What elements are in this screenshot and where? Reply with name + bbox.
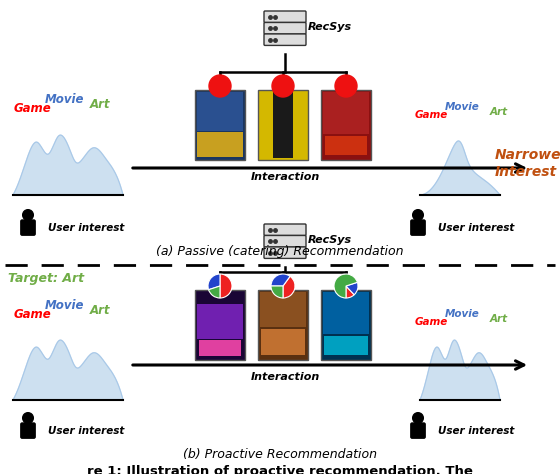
Text: Interest: Interest [495, 165, 557, 179]
Circle shape [335, 75, 357, 97]
Bar [321, 290, 371, 360]
Bar [321, 90, 371, 160]
Text: Art: Art [90, 98, 110, 111]
Text: User interest: User interest [48, 223, 124, 233]
Text: Game: Game [415, 317, 448, 327]
Wedge shape [208, 286, 220, 298]
Text: Art: Art [490, 107, 508, 117]
Text: RecSys: RecSys [308, 235, 352, 245]
FancyBboxPatch shape [264, 11, 306, 22]
FancyBboxPatch shape [410, 219, 426, 236]
Bar [197, 92, 243, 130]
Text: Interaction: Interaction [250, 172, 320, 182]
Text: Art: Art [90, 304, 110, 317]
Wedge shape [283, 276, 295, 298]
Polygon shape [13, 135, 123, 195]
FancyBboxPatch shape [264, 34, 306, 46]
FancyBboxPatch shape [20, 219, 36, 236]
Circle shape [22, 210, 34, 220]
FancyBboxPatch shape [264, 247, 306, 258]
Text: Movie: Movie [445, 309, 480, 319]
Bar [325, 136, 367, 155]
Bar [197, 304, 243, 339]
Wedge shape [334, 274, 357, 298]
Text: Interaction: Interaction [250, 372, 320, 382]
Text: Movie: Movie [45, 299, 85, 312]
Bar [258, 90, 308, 160]
Text: User interest: User interest [438, 426, 515, 436]
Bar [273, 92, 293, 158]
Bar [323, 92, 369, 134]
Bar [260, 292, 306, 327]
Circle shape [413, 210, 423, 220]
Circle shape [272, 75, 294, 97]
Text: (a) Passive (catering) Recommendation: (a) Passive (catering) Recommendation [156, 245, 404, 258]
FancyBboxPatch shape [264, 236, 306, 247]
Text: Movie: Movie [45, 93, 85, 106]
Wedge shape [271, 286, 283, 298]
Bar [195, 90, 245, 160]
Bar [258, 290, 308, 360]
Circle shape [209, 75, 231, 97]
Text: User interest: User interest [48, 426, 124, 436]
Wedge shape [346, 286, 354, 298]
Wedge shape [220, 274, 232, 298]
Wedge shape [346, 283, 358, 295]
Text: User interest: User interest [438, 223, 515, 233]
Text: Game: Game [14, 102, 52, 115]
Bar [323, 292, 369, 334]
FancyBboxPatch shape [410, 422, 426, 439]
Bar [324, 336, 368, 355]
Text: Target: Art: Target: Art [8, 272, 84, 285]
Wedge shape [208, 274, 220, 290]
Text: (b) Proactive Recommendation: (b) Proactive Recommendation [183, 448, 377, 461]
Text: Narrowed: Narrowed [495, 148, 560, 162]
Polygon shape [420, 340, 500, 400]
Bar [261, 328, 305, 355]
Wedge shape [271, 274, 290, 286]
Circle shape [22, 413, 34, 423]
Text: Game: Game [14, 308, 52, 321]
Polygon shape [420, 141, 500, 195]
Text: Game: Game [415, 110, 448, 120]
Text: re 1: Illustration of proactive recommendation. The: re 1: Illustration of proactive recommen… [87, 465, 473, 474]
FancyBboxPatch shape [264, 224, 306, 236]
Text: RecSys: RecSys [308, 22, 352, 32]
Bar [197, 132, 243, 156]
Circle shape [413, 413, 423, 423]
FancyBboxPatch shape [264, 22, 306, 34]
Text: Art: Art [490, 314, 508, 324]
Bar [199, 340, 241, 356]
Bar [195, 290, 245, 360]
Text: Movie: Movie [445, 102, 480, 112]
FancyBboxPatch shape [20, 422, 36, 439]
Polygon shape [13, 340, 123, 400]
